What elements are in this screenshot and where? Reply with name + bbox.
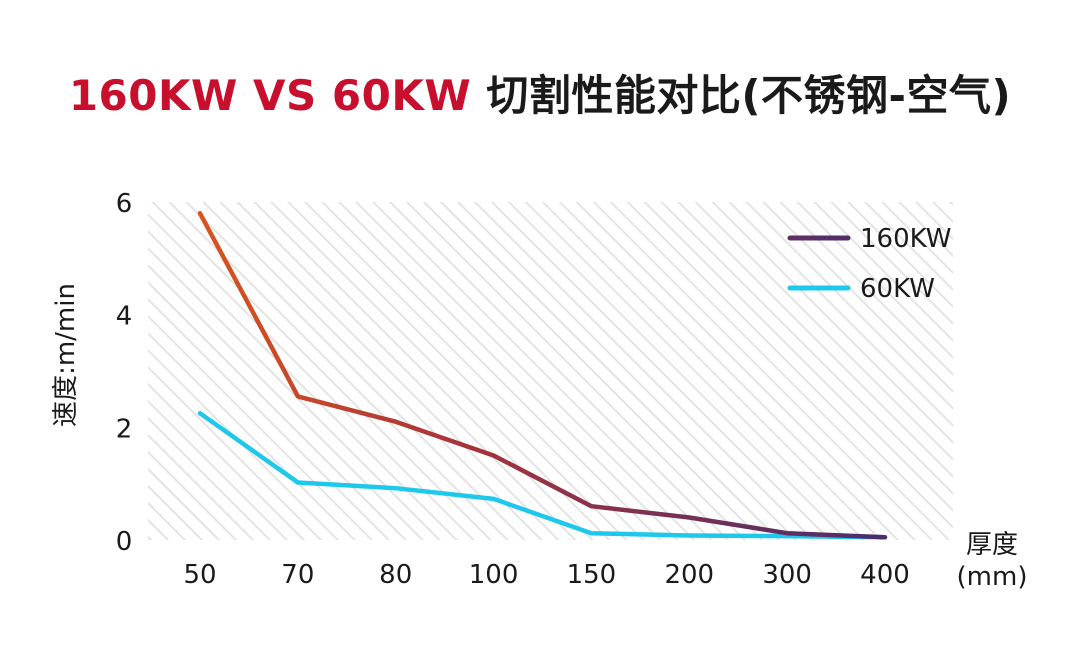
x-tick-label: 150 bbox=[567, 560, 617, 590]
chart-title-highlight: 160KW VS 60KW bbox=[68, 71, 472, 120]
legend-label-60kw: 60KW bbox=[860, 274, 935, 304]
x-axis-ticks: 50 70 80 100 150 200 300 400 bbox=[183, 560, 909, 590]
x-tick-label: 70 bbox=[281, 560, 314, 590]
y-axis-ticks: 0 2 4 6 bbox=[116, 189, 133, 557]
series-line-160kw bbox=[197, 211, 888, 540]
y-tick-label: 6 bbox=[116, 189, 133, 219]
chart-title-rest: 切割性能对比(不锈钢-空气) bbox=[471, 71, 1012, 120]
x-tick-label: 50 bbox=[183, 560, 216, 590]
x-axis-label-line1: 厚度 bbox=[966, 530, 1018, 560]
x-tick-label: 100 bbox=[469, 560, 519, 590]
x-tick-label: 400 bbox=[860, 560, 910, 590]
y-tick-label: 2 bbox=[116, 414, 133, 444]
x-axis-label-line2: (mm) bbox=[957, 562, 1028, 592]
plot-area-background bbox=[148, 202, 953, 540]
legend: 160KW 60KW bbox=[787, 224, 951, 304]
legend-label-160kw: 160KW bbox=[860, 224, 951, 254]
chart-title: 160KW VS 60KW 切割性能对比(不锈钢-空气) bbox=[0, 62, 1080, 123]
x-tick-label: 200 bbox=[664, 560, 714, 590]
x-tick-label: 300 bbox=[762, 560, 812, 590]
y-axis-label: 速度:m/min bbox=[51, 283, 81, 427]
y-tick-label: 0 bbox=[116, 527, 133, 557]
y-tick-label: 4 bbox=[116, 302, 133, 332]
series-lines bbox=[197, 211, 888, 540]
series-line-60kw bbox=[197, 411, 888, 540]
x-tick-label: 80 bbox=[379, 560, 412, 590]
